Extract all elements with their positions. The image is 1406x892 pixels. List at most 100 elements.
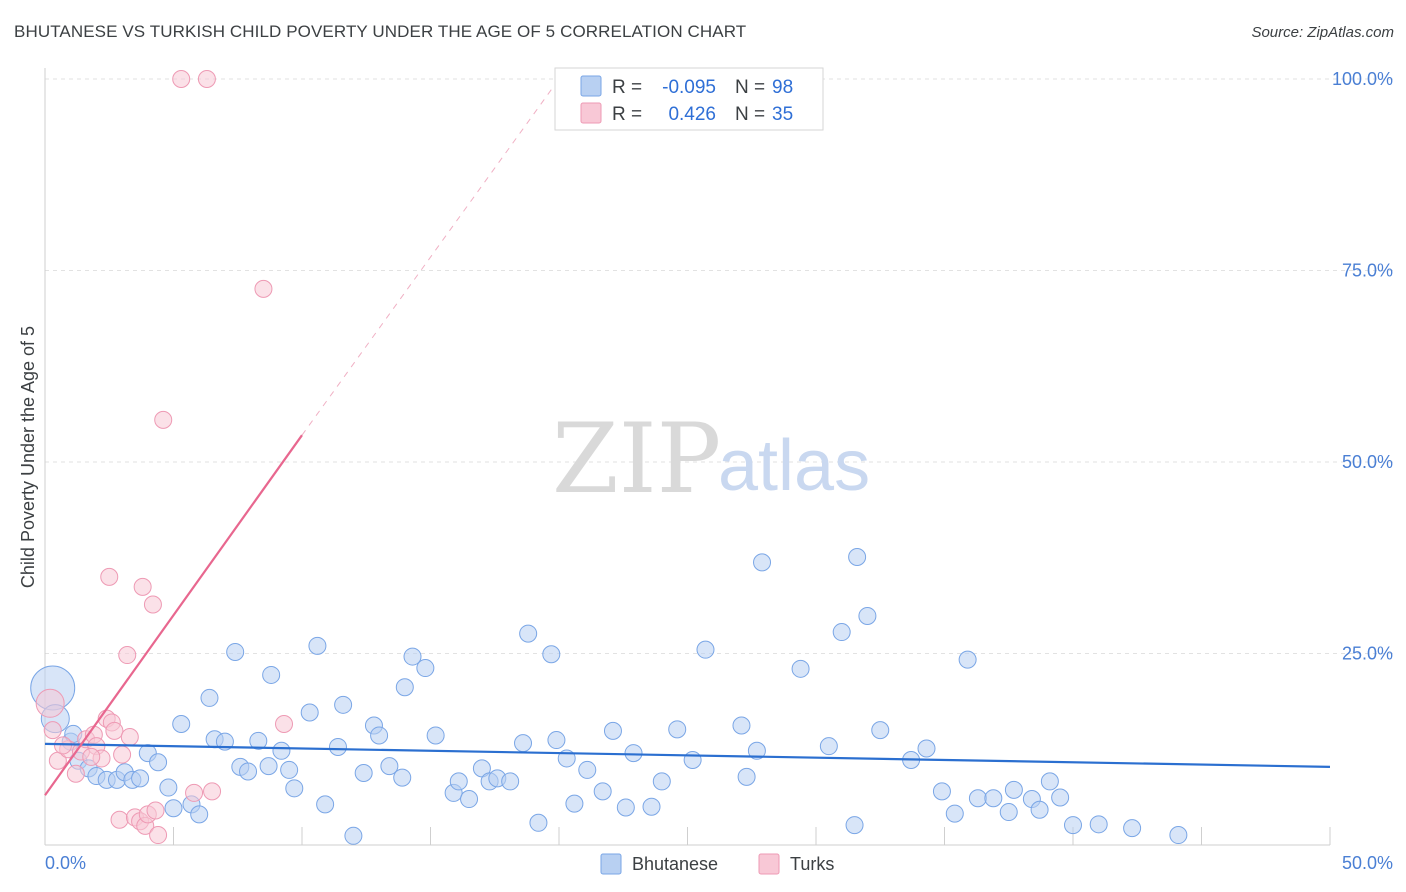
turks-point bbox=[118, 646, 137, 665]
bhutanese-point bbox=[249, 731, 268, 750]
bhutanese-point bbox=[426, 726, 445, 745]
bhutanese-point bbox=[999, 803, 1018, 822]
turks-point bbox=[66, 764, 85, 783]
source-label: Source: ZipAtlas.com bbox=[1251, 24, 1394, 41]
bhutanese-point bbox=[262, 665, 281, 684]
watermark-zip: ZIP bbox=[552, 403, 721, 515]
bhutanese-point bbox=[308, 636, 327, 655]
legend-n-label-bhutanese: N = bbox=[735, 77, 765, 98]
legend-r-label-turks: R = bbox=[612, 104, 642, 125]
bhutanese-point bbox=[791, 659, 810, 678]
legend-n-value-turks: 35 bbox=[772, 104, 793, 125]
turks-point bbox=[110, 810, 129, 829]
bhutanese-point bbox=[131, 769, 150, 788]
bhutanese-point bbox=[542, 645, 561, 664]
trend-lines bbox=[44, 78, 1331, 796]
bhutanese-point bbox=[529, 813, 548, 832]
turks-trend-line bbox=[44, 434, 303, 796]
turks-point bbox=[149, 826, 168, 845]
turks-point bbox=[113, 745, 132, 764]
bhutanese-point bbox=[1004, 780, 1023, 799]
turks-point bbox=[197, 70, 216, 88]
bhutanese-point bbox=[514, 734, 533, 753]
bhutanese-trend-line bbox=[44, 742, 1331, 768]
bhutanese-point bbox=[1030, 800, 1049, 819]
turks-point bbox=[254, 279, 273, 298]
bottom-legend: Bhutanese Turks bbox=[600, 853, 834, 875]
turks-point bbox=[105, 721, 124, 740]
bhutanese-point bbox=[945, 804, 964, 823]
bhutanese-point bbox=[968, 789, 987, 808]
y-tick-label: 50.0% bbox=[1342, 452, 1393, 472]
bhutanese-point bbox=[871, 721, 890, 740]
bhutanese-point bbox=[370, 726, 389, 745]
bottom-legend-label-bhutanese: Bhutanese bbox=[632, 854, 718, 874]
bhutanese-point bbox=[1051, 788, 1070, 807]
bhutanese-point bbox=[1123, 819, 1142, 838]
turks-point bbox=[185, 783, 204, 802]
bhutanese-point bbox=[984, 789, 1003, 808]
bhutanese-point bbox=[328, 737, 347, 756]
bhutanese-point bbox=[449, 772, 468, 791]
bhutanese-point bbox=[172, 714, 191, 733]
bhutanese-point bbox=[519, 624, 538, 643]
watermark: ZIP atlas bbox=[552, 403, 870, 515]
x-tick-label: 0.0% bbox=[45, 853, 86, 873]
bhutanese-point bbox=[501, 772, 520, 791]
y-tick-label: 75.0% bbox=[1342, 261, 1393, 281]
x-tick-label: 50.0% bbox=[1342, 853, 1393, 873]
turks-trend-extension bbox=[301, 78, 560, 436]
bhutanese-point bbox=[845, 816, 864, 835]
bhutanese-point bbox=[668, 720, 687, 739]
bottom-legend-label-turks: Turks bbox=[790, 854, 834, 874]
watermark-atlas: atlas bbox=[718, 426, 870, 506]
legend-swatch-turks bbox=[580, 102, 602, 124]
legend-n-label-turks: N = bbox=[735, 104, 765, 125]
turks-point bbox=[100, 567, 119, 586]
turks-point bbox=[172, 70, 191, 88]
bhutanese-point bbox=[200, 688, 219, 707]
turks-point bbox=[120, 727, 139, 746]
bhutanese-point bbox=[316, 795, 335, 814]
bhutanese-point bbox=[1169, 826, 1188, 845]
bhutanese-point bbox=[642, 797, 661, 816]
turks-point bbox=[275, 714, 294, 733]
legend-r-label-bhutanese: R = bbox=[612, 77, 642, 98]
bhutanese-point bbox=[932, 782, 951, 801]
bhutanese-point bbox=[354, 763, 373, 782]
legend-swatch-bhutanese bbox=[580, 75, 602, 97]
tick-labels: 25.0% 50.0% 75.0% 100.0% 0.0% 50.0% bbox=[45, 69, 1393, 873]
bhutanese-point bbox=[683, 750, 702, 769]
bhutanese-point bbox=[215, 732, 234, 751]
y-tick-label: 100.0% bbox=[1332, 69, 1393, 89]
bhutanese-point bbox=[1089, 815, 1108, 834]
bhutanese-point bbox=[416, 659, 435, 678]
bhutanese-point bbox=[393, 768, 412, 787]
bhutanese-point bbox=[300, 703, 319, 722]
bhutanese-point bbox=[1064, 816, 1082, 835]
y-tick-label: 25.0% bbox=[1342, 644, 1393, 664]
bhutanese-point bbox=[285, 779, 304, 798]
bhutanese-point bbox=[917, 739, 936, 758]
legend-r-value-turks: 0.426 bbox=[668, 104, 716, 125]
bhutanese-point bbox=[858, 606, 877, 625]
turks-point bbox=[143, 595, 162, 614]
y-axis-label: Child Poverty Under the Age of 5 bbox=[18, 326, 38, 588]
bhutanese-point bbox=[280, 760, 299, 779]
legend-n-value-bhutanese: 98 bbox=[772, 77, 793, 98]
bhutanese-point bbox=[753, 553, 772, 572]
bhutanese-point bbox=[334, 695, 353, 714]
bottom-legend-swatch-bhutanese bbox=[600, 853, 622, 875]
bhutanese-point bbox=[819, 737, 838, 756]
bhutanese-point bbox=[159, 778, 178, 797]
chart-title: BHUTANESE VS TURKISH CHILD POVERTY UNDER… bbox=[14, 22, 747, 41]
bhutanese-point bbox=[616, 798, 635, 817]
turks-point bbox=[82, 747, 101, 766]
bhutanese-point bbox=[565, 794, 584, 813]
turks-point bbox=[146, 801, 165, 820]
bhutanese-point bbox=[395, 678, 414, 697]
turks-point bbox=[53, 736, 72, 755]
turks-point bbox=[154, 410, 173, 429]
bhutanese-point bbox=[603, 721, 622, 740]
